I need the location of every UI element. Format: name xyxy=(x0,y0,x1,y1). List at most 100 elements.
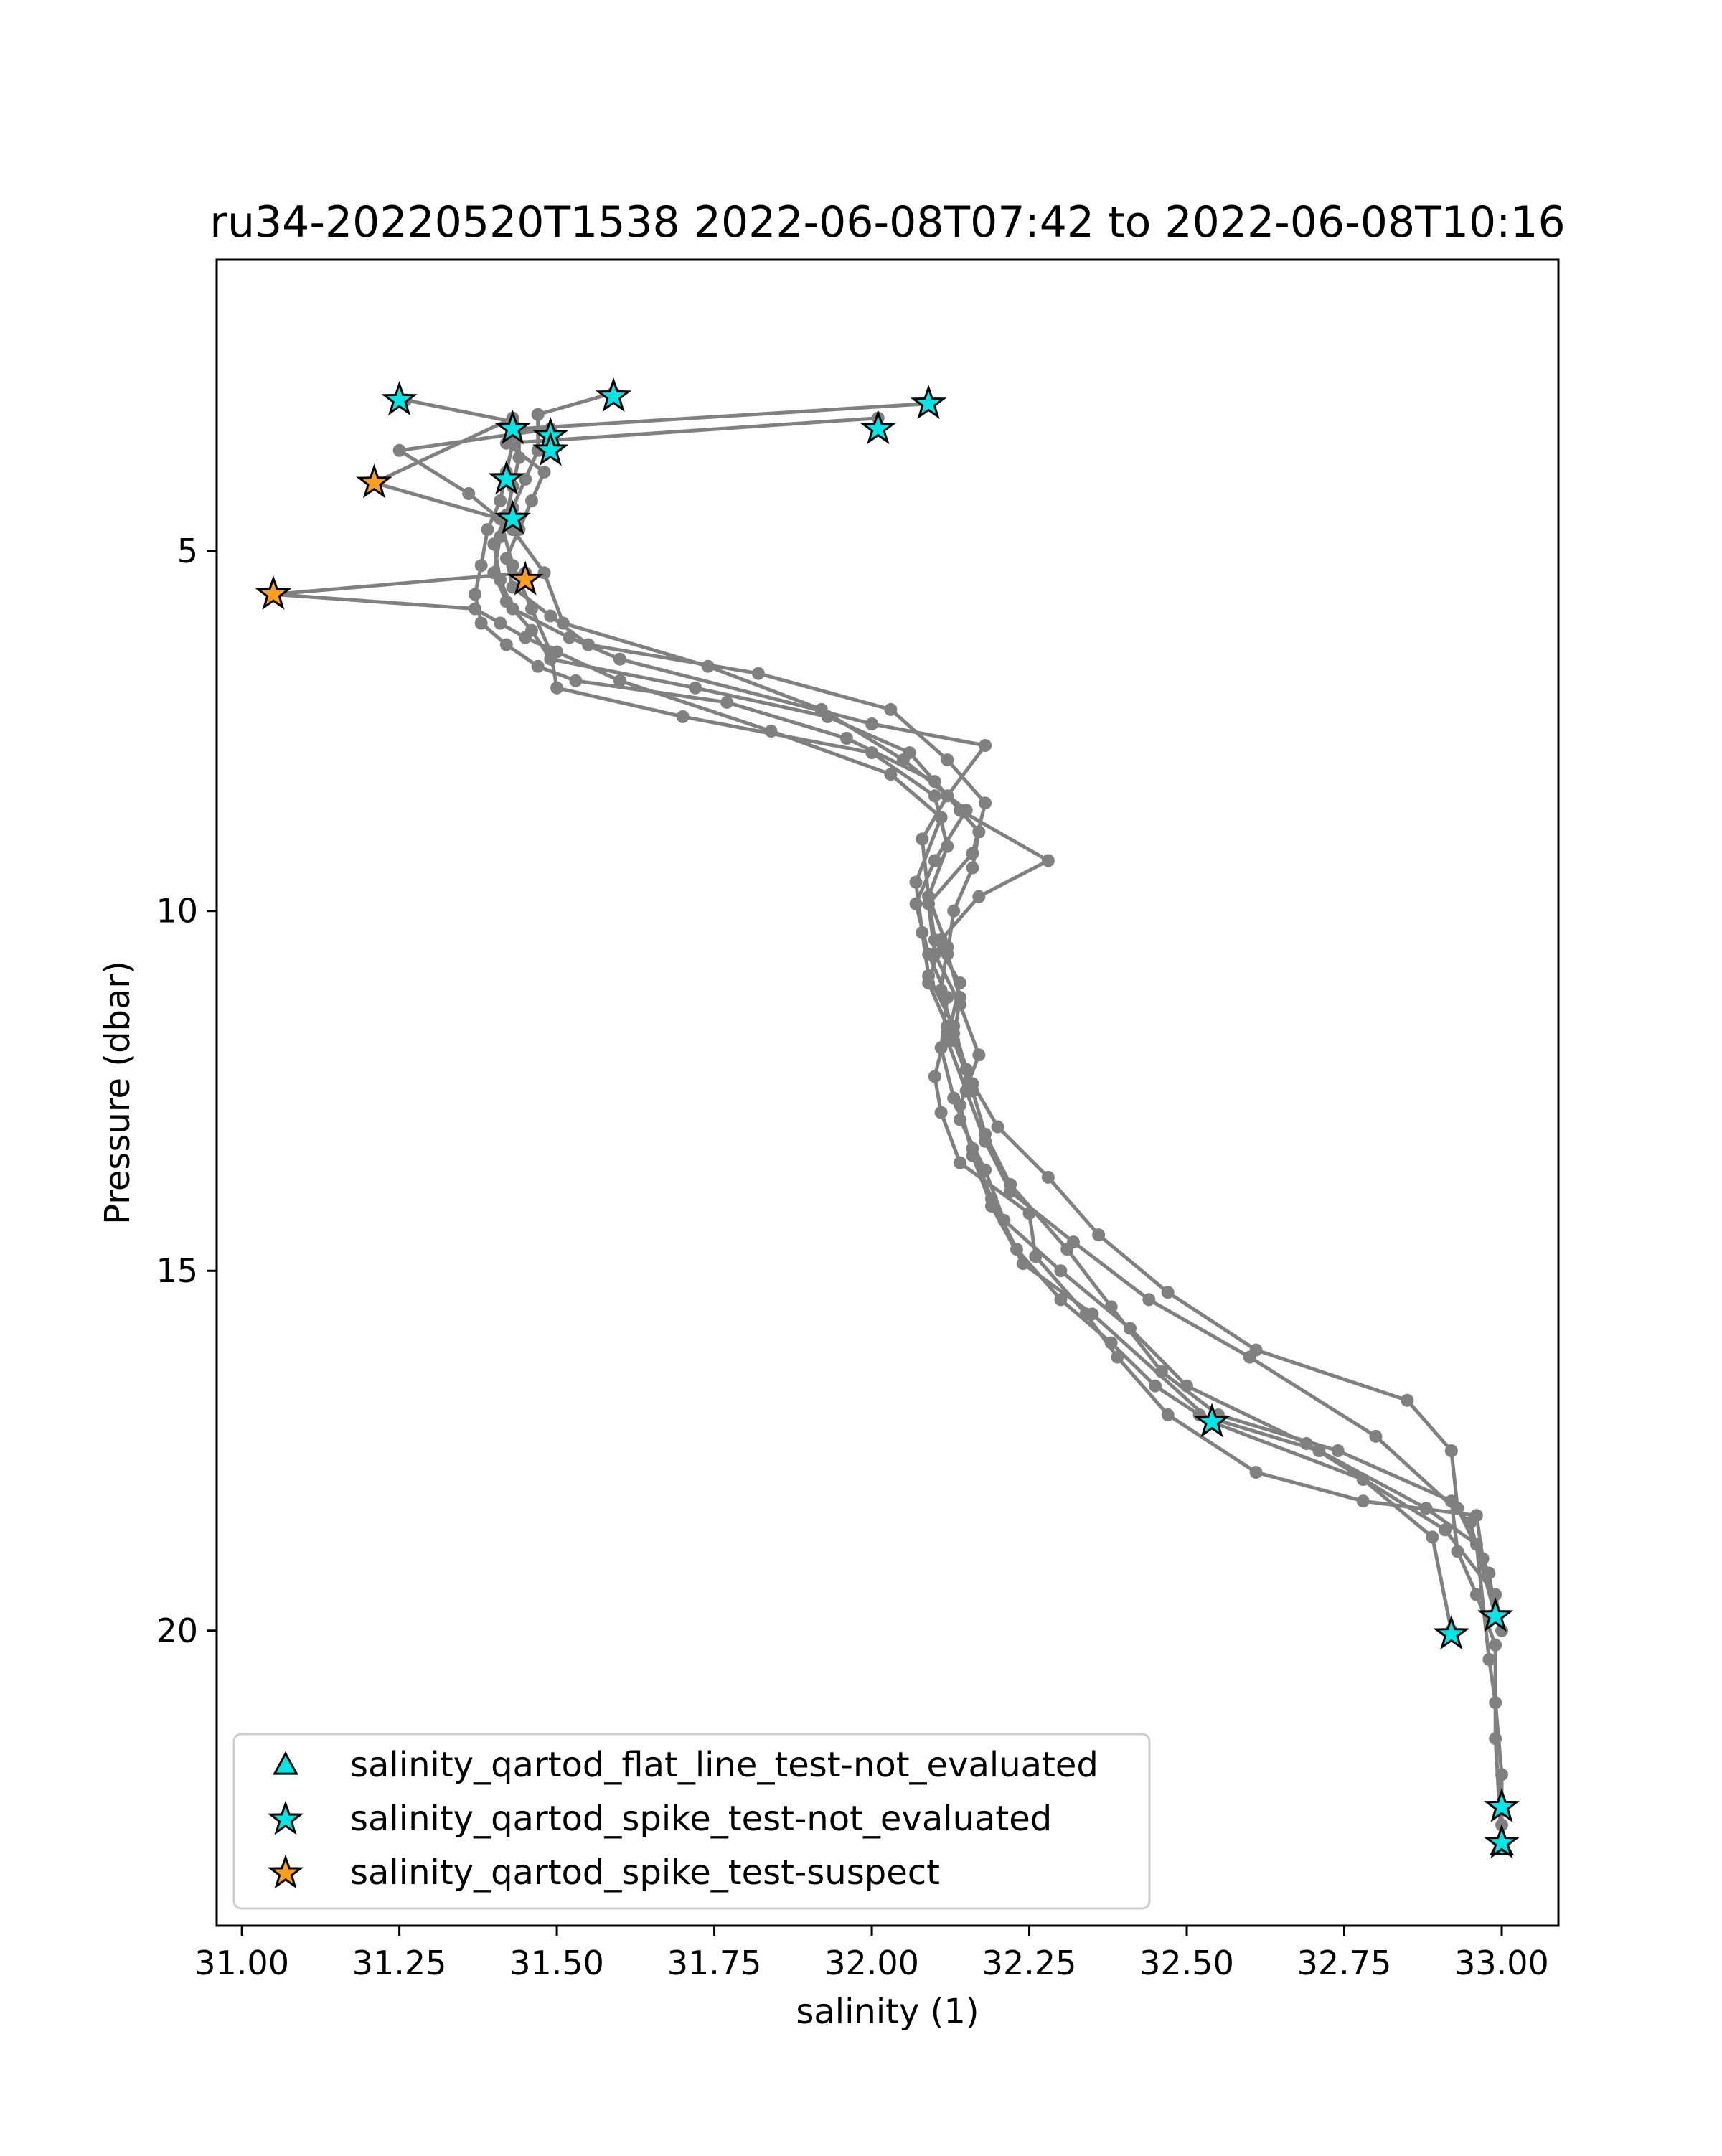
profile-point xyxy=(1489,1696,1502,1710)
profile-point xyxy=(519,631,532,644)
profile-point xyxy=(550,681,564,695)
profile-point xyxy=(494,616,507,630)
profile-point xyxy=(613,652,626,666)
profile-point xyxy=(1451,1502,1464,1515)
profile-point xyxy=(1464,1516,1477,1530)
x-tick-label: 32.25 xyxy=(982,1944,1077,1982)
x-tick-label: 31.50 xyxy=(509,1944,604,1982)
profile-point xyxy=(1067,1235,1080,1249)
profile-point xyxy=(928,789,941,803)
profile-point xyxy=(1243,1350,1256,1364)
profile-point xyxy=(1426,1530,1439,1544)
y-axis-label: Pressure (dbar) xyxy=(98,961,138,1225)
profile-point xyxy=(1092,1228,1106,1242)
x-tick-label: 32.50 xyxy=(1139,1944,1234,1982)
profile-point xyxy=(966,861,979,875)
profile-point xyxy=(720,695,734,709)
x-tick-label: 31.75 xyxy=(667,1944,762,1982)
profile-point xyxy=(966,847,979,860)
spike-not-evaluated-star-marker xyxy=(1193,1403,1231,1438)
legend-label-spike-not-evaluated: salinity_qartod_spike_test-not_evaluated xyxy=(350,1799,1052,1839)
profile-point xyxy=(1439,1523,1452,1537)
profile-point xyxy=(764,725,778,738)
profile-point xyxy=(934,1106,948,1119)
legend-label-spike-suspect: salinity_qartod_spike_test-suspect xyxy=(350,1853,940,1893)
profile-point xyxy=(959,1063,973,1076)
plot-content xyxy=(255,377,1520,1859)
profile-point xyxy=(469,588,481,601)
profile-point xyxy=(1086,1307,1099,1321)
profile-point xyxy=(556,616,570,630)
profile-point xyxy=(865,717,879,730)
profile-point xyxy=(941,753,954,767)
profile-point xyxy=(916,832,929,846)
spike-suspect-star-marker xyxy=(255,575,292,610)
profile-point xyxy=(1489,1588,1502,1601)
profile-point xyxy=(1444,1444,1458,1457)
profile-point xyxy=(1124,1322,1137,1335)
profile-point xyxy=(916,926,929,939)
profile-point xyxy=(979,796,992,810)
profile-point xyxy=(474,616,488,630)
profile-point xyxy=(544,609,557,623)
profile-point xyxy=(979,1163,992,1177)
profile-point xyxy=(1469,1588,1483,1601)
profile-point xyxy=(997,1214,1011,1227)
spike-not-evaluated-star-marker xyxy=(1483,1824,1520,1859)
profile-point xyxy=(487,537,501,551)
profile-point xyxy=(972,1048,986,1062)
profile-point xyxy=(979,1134,992,1148)
plot-frame xyxy=(215,258,1560,1927)
profile-point xyxy=(922,890,936,903)
legend: salinity_qartod_flat_line_test-not_evalu… xyxy=(232,1733,1151,1910)
profile-point xyxy=(934,811,948,824)
spike-not-evaluated-star-marker xyxy=(381,381,418,416)
profile-point xyxy=(499,638,513,651)
profile-point xyxy=(928,854,941,867)
profile-point xyxy=(1249,1466,1263,1479)
profile-point xyxy=(934,1041,948,1055)
profile-point xyxy=(1299,1437,1313,1450)
spike-not-evaluated-star-marker xyxy=(1477,1597,1514,1632)
profile-point xyxy=(474,559,488,573)
profile-point xyxy=(884,702,898,716)
profile-point xyxy=(1180,1379,1193,1393)
profile-point xyxy=(954,976,966,989)
profile-point xyxy=(1401,1393,1414,1407)
profile-point xyxy=(1495,1768,1508,1781)
profile-point xyxy=(569,674,583,687)
profile-point xyxy=(506,559,519,573)
profile-point xyxy=(839,732,853,745)
legend-star-marker xyxy=(267,1800,304,1835)
profile-point xyxy=(1104,1336,1118,1350)
profile-point xyxy=(537,566,551,580)
y-tick-label: 15 xyxy=(156,1251,198,1290)
profile-point xyxy=(1054,1264,1068,1278)
legend-label-flat-line-not-evaluated: salinity_qartod_flat_line_test-not_evalu… xyxy=(350,1745,1098,1785)
profile-point xyxy=(1054,1293,1068,1307)
profile-point xyxy=(519,472,532,486)
x-axis-label: salinity (1) xyxy=(796,1992,979,2032)
profile-point xyxy=(884,768,898,781)
profile-point xyxy=(941,991,954,1004)
x-axis: 31.00 31.25 31.50 31.75 32.00 32.25 32.50 32.75… xyxy=(194,1926,1549,1982)
spike-not-evaluated-star-marker xyxy=(488,460,525,495)
profile-point xyxy=(494,494,507,507)
profile-point xyxy=(1142,1293,1156,1307)
profile-point xyxy=(972,890,986,903)
x-tick-label: 31.25 xyxy=(352,1944,447,1982)
profile-point xyxy=(1010,1243,1023,1256)
profile-point xyxy=(531,408,545,421)
legend-triangle-marker xyxy=(273,1751,298,1775)
profile-point xyxy=(1041,1170,1055,1184)
profile-point xyxy=(701,659,715,673)
y-tick-label: 20 xyxy=(156,1611,198,1650)
profile-point xyxy=(689,681,702,695)
profile-point xyxy=(947,1091,961,1105)
y-tick-label: 10 xyxy=(156,892,198,931)
profile-point xyxy=(947,904,961,918)
profile-point xyxy=(1331,1444,1345,1457)
spike-not-evaluated-star-marker xyxy=(910,385,947,420)
profile-point xyxy=(1161,1408,1175,1421)
profile-point xyxy=(954,1156,966,1169)
